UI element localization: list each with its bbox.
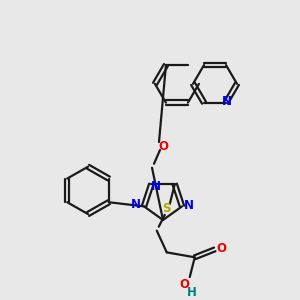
Text: O: O bbox=[217, 242, 227, 255]
Text: N: N bbox=[151, 180, 161, 193]
Text: N: N bbox=[131, 198, 141, 211]
Text: N: N bbox=[222, 95, 232, 108]
Text: H: H bbox=[187, 286, 197, 299]
Text: O: O bbox=[158, 140, 168, 152]
Text: O: O bbox=[180, 278, 190, 291]
Text: N: N bbox=[184, 199, 194, 212]
Text: S: S bbox=[163, 202, 171, 215]
